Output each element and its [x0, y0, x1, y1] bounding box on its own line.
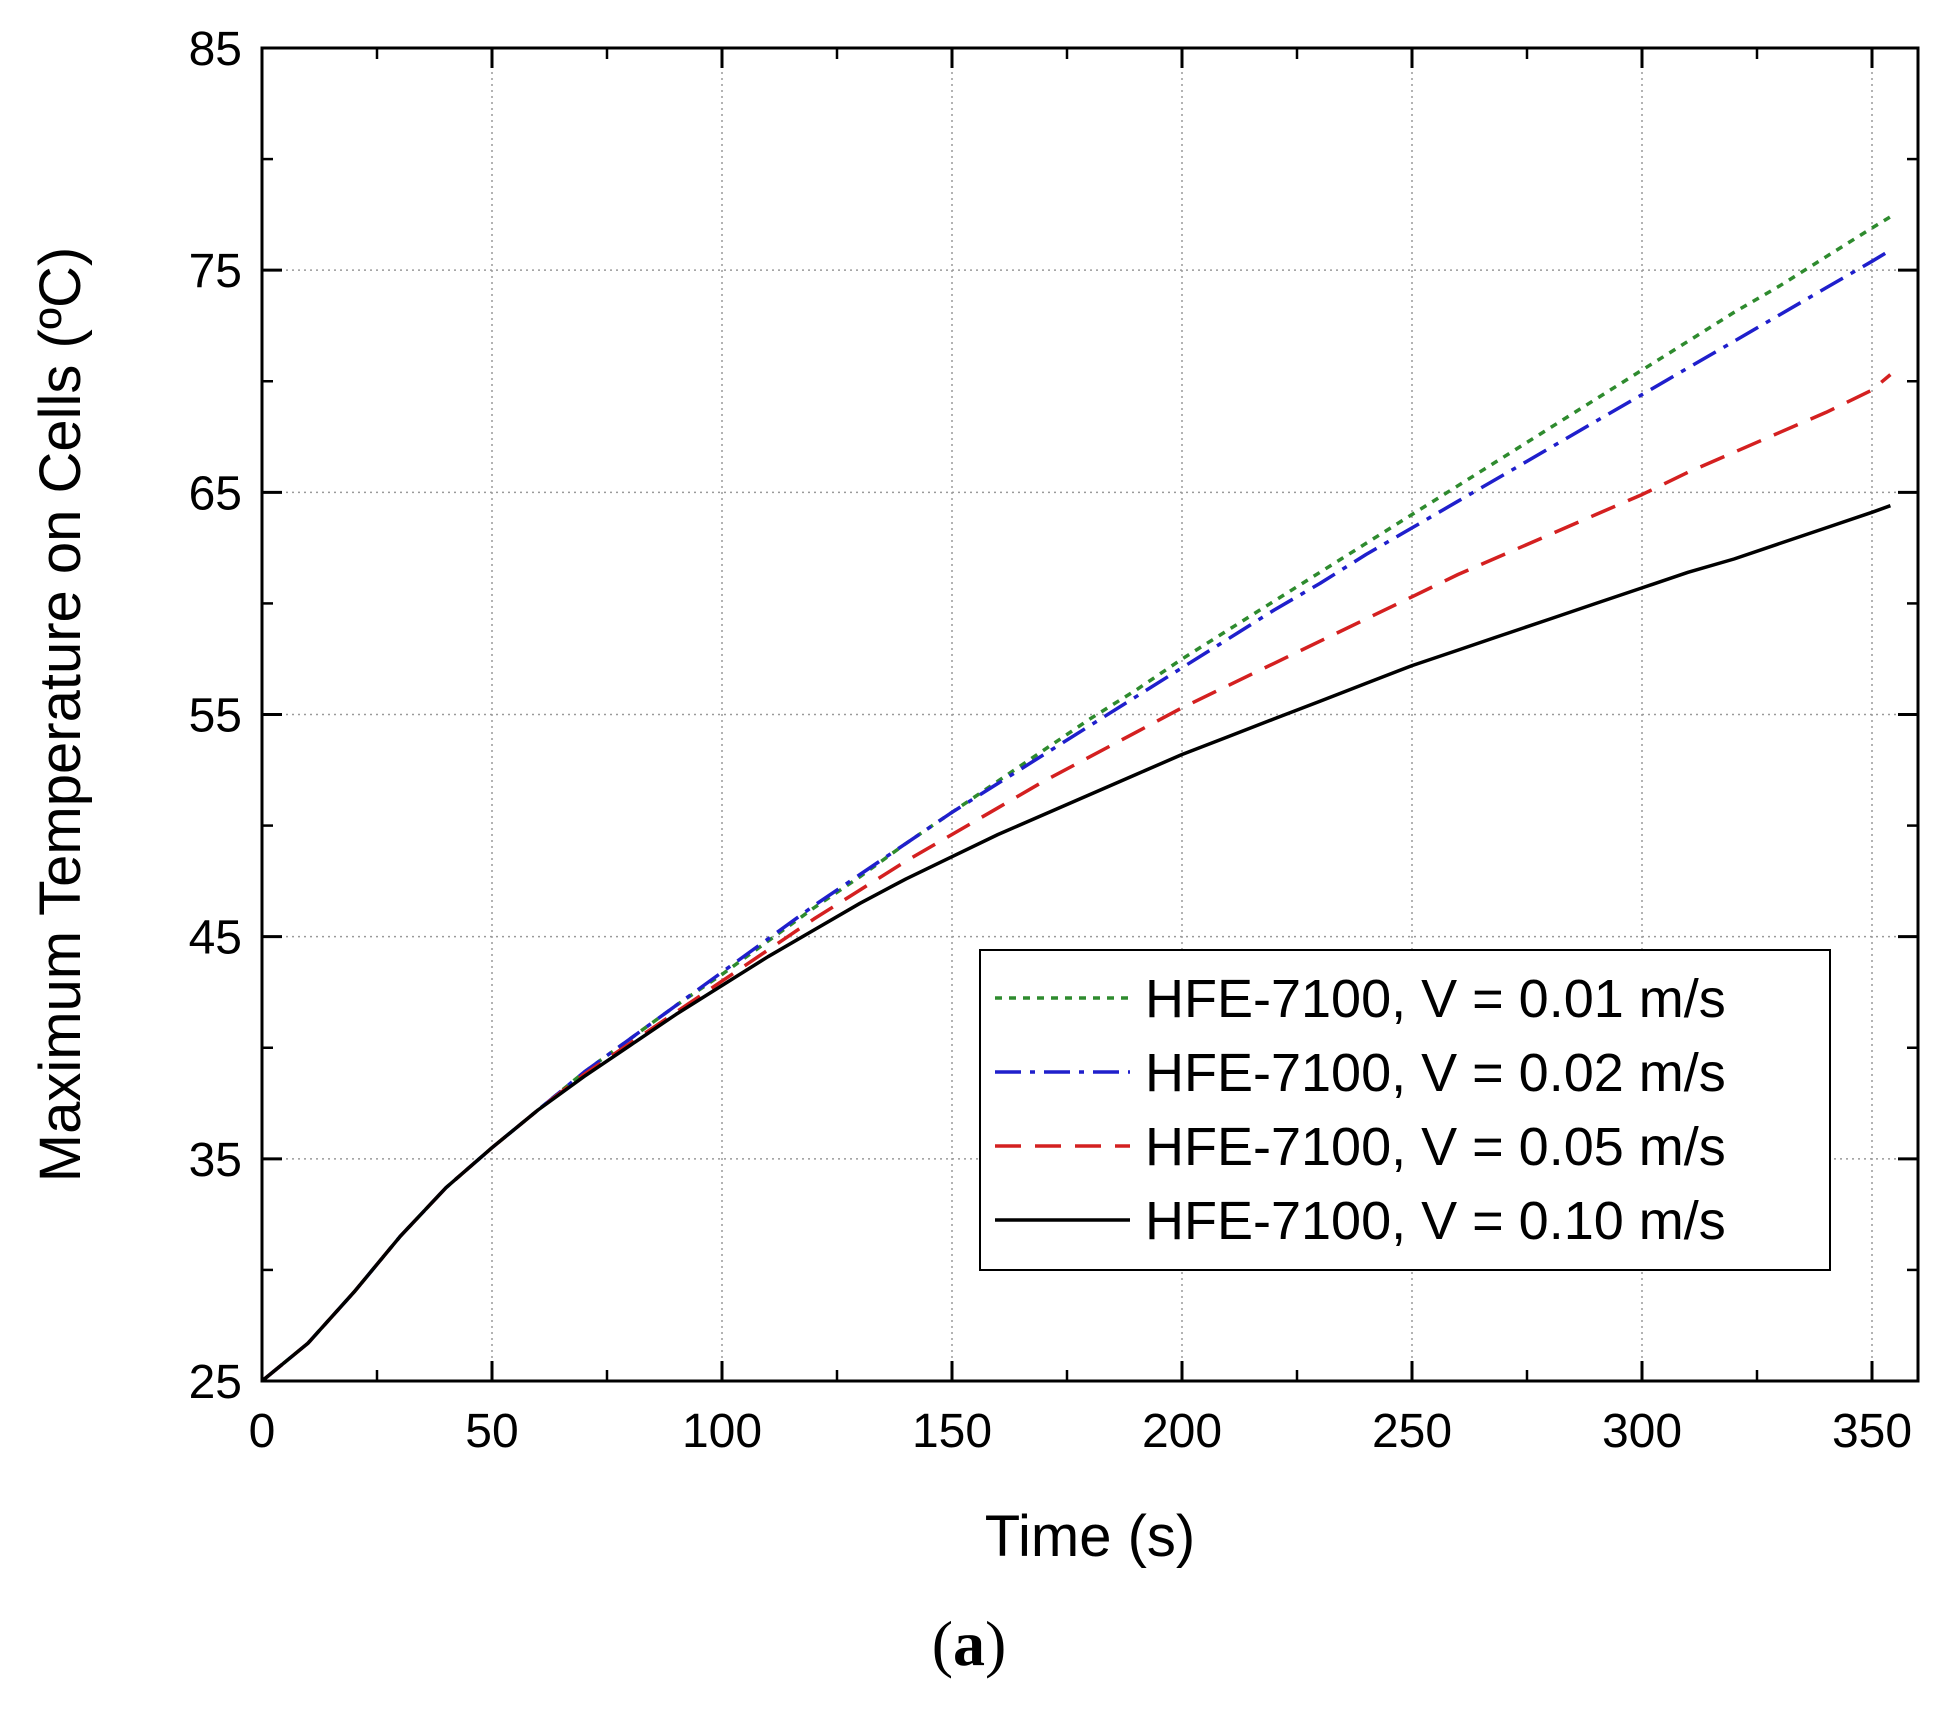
y-tick-label: 35: [189, 1134, 242, 1187]
y-tick-label: 45: [189, 912, 242, 965]
legend-label-2: HFE-7100, V = 0.02 m/s: [1145, 1043, 1726, 1103]
legend-label-1: HFE-7100, V = 0.01 m/s: [1145, 969, 1726, 1029]
y-tick-label: 65: [189, 467, 242, 520]
y-tick-labels: 25 35 45 55 65 75 85: [189, 23, 242, 1409]
y-tick-label: 75: [189, 245, 242, 298]
caption-letter: a: [953, 1608, 985, 1679]
y-tick-label: 55: [189, 690, 242, 743]
grid-lines: [262, 48, 1918, 1381]
y-tick-label: 85: [189, 23, 242, 76]
legend-box: [979, 949, 1831, 1271]
caption-close: ): [985, 1608, 1006, 1679]
y-tick-label: 25: [189, 1356, 242, 1409]
x-tick-label: 100: [682, 1405, 762, 1458]
axis-ticks: [260, 46, 1918, 1383]
legend: HFE-7100, V = 0.01 m/s HFE-7100, V = 0.02…: [979, 949, 1831, 1271]
series-line-2: [260, 248, 1892, 1383]
x-tick-label: 300: [1602, 1405, 1682, 1458]
series-line-4: [260, 504, 1891, 1383]
x-tick-label: 350: [1832, 1405, 1912, 1458]
x-tick-label: 50: [465, 1405, 518, 1458]
legend-label-4: HFE-7100, V = 0.10 m/s: [1145, 1191, 1726, 1251]
x-tick-labels: 0 50 100 150 200 250 300 350: [249, 1405, 1912, 1458]
series-lines: [260, 215, 1892, 1383]
series-line-3: [260, 373, 1892, 1383]
series-line-1: [260, 215, 1892, 1383]
x-axis-title: Time (s): [985, 1504, 1195, 1569]
x-tick-label: 150: [912, 1405, 992, 1458]
figure-caption: (a): [932, 1608, 1007, 1679]
caption-open: (: [932, 1608, 953, 1679]
legend-label-3: HFE-7100, V = 0.05 m/s: [1145, 1117, 1726, 1177]
x-tick-label: 250: [1372, 1405, 1452, 1458]
x-tick-label: 200: [1142, 1405, 1222, 1458]
y-axis-title: Maximum Temperature on Cells (ºC): [28, 247, 93, 1182]
x-tick-label: 0: [249, 1405, 276, 1458]
